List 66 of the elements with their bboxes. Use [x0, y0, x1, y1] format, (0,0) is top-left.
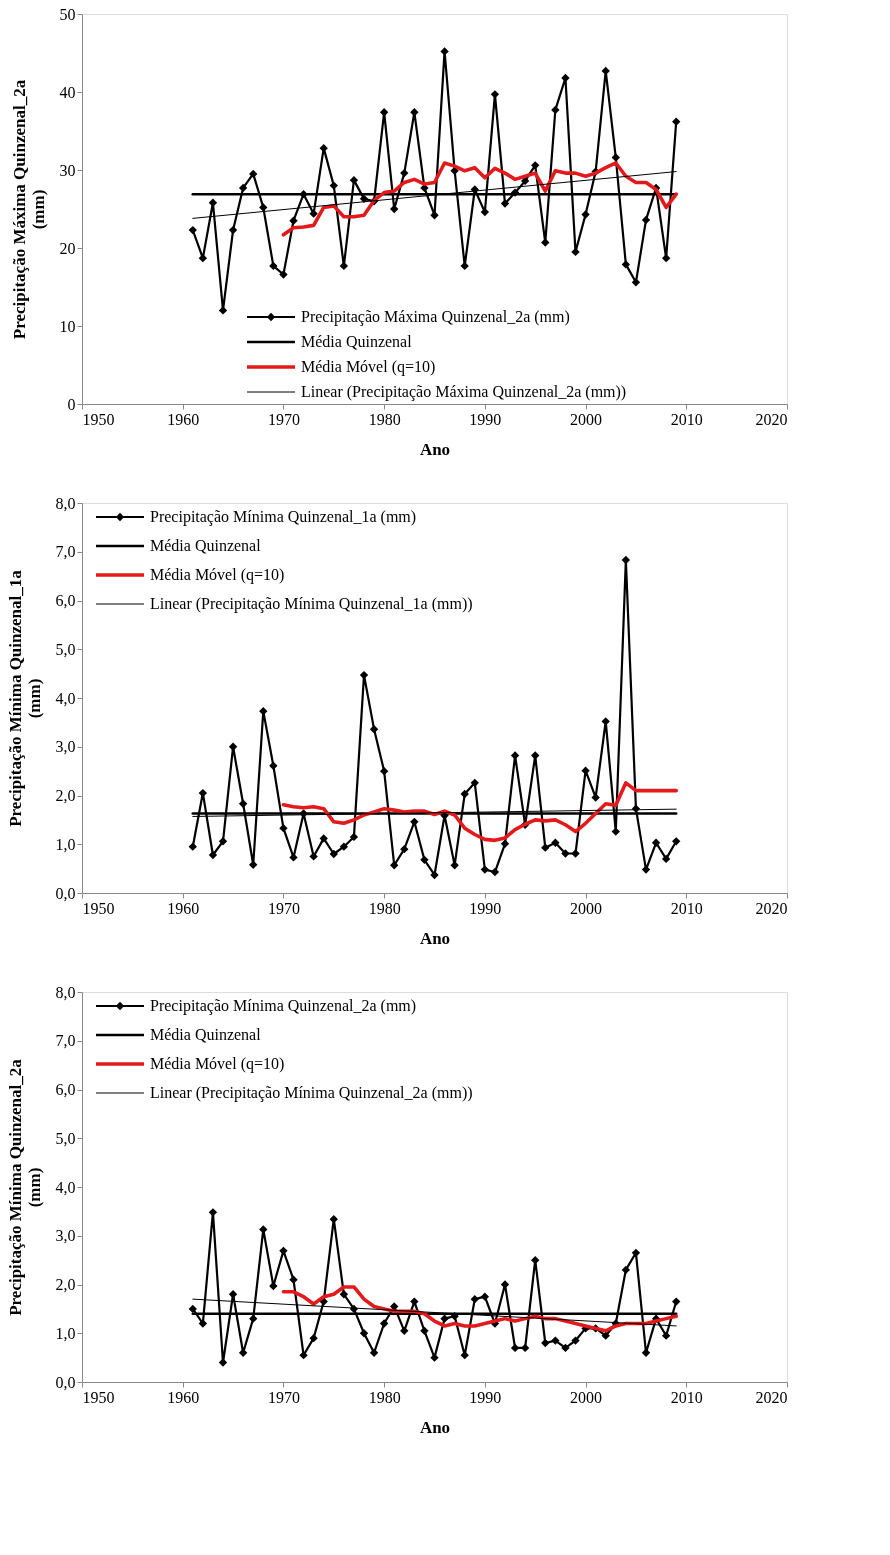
legend-label: Média Quinzenal	[301, 333, 413, 350]
y-tick-label: 3,0	[55, 738, 76, 756]
x-tick-label: 2000	[570, 899, 603, 917]
y-tick-label: 7,0	[55, 543, 76, 561]
x-tick-label: 1950	[82, 899, 115, 917]
y-tick-label: 5,0	[55, 640, 76, 658]
x-tick-label: 1970	[267, 1388, 300, 1406]
legend-label: Média Móvel (q=10)	[301, 358, 436, 376]
legend-label: Média Quinzenal	[150, 537, 262, 554]
legend-label: Média Móvel (q=10)	[150, 1055, 285, 1073]
y-tick-label: 1,0	[55, 1324, 76, 1342]
y-tick-label: 6,0	[55, 592, 76, 609]
x-tick-label: 1980	[368, 899, 401, 917]
y-tick-label: 6,0	[55, 1081, 76, 1098]
x-tick-label: 1990	[469, 1388, 502, 1406]
x-axis-title: Ano	[419, 928, 451, 948]
legend-label: Precipitação Máxima Quinzenal_2a (mm)	[301, 308, 570, 326]
x-tick-label: 2020	[755, 899, 788, 917]
x-tick-label: 1970	[267, 899, 300, 917]
legend-label: Linear (Precipitação Mínima Quinzenal_2a (mm))	[150, 1084, 473, 1102]
y-axis-title: Precipitação Mínima Quinzenal_1a (mm)	[5, 569, 44, 827]
legend-label: Média Móvel (q=10)	[150, 566, 285, 584]
legend-label: Média Quinzenal	[150, 1026, 262, 1043]
x-tick-label: 1990	[469, 410, 502, 428]
y-tick-label: 0,0	[55, 1373, 76, 1391]
x-tick-label: 2000	[570, 1388, 603, 1406]
y-tick-label: 50	[59, 5, 76, 23]
x-tick-label: 1970	[267, 410, 300, 428]
y-tick-label: 4,0	[55, 689, 76, 707]
x-tick-label: 2020	[755, 410, 788, 428]
x-axis-title: Ano	[419, 439, 451, 459]
y-tick-label: 30	[59, 161, 76, 179]
y-tick-label: 7,0	[55, 1032, 76, 1050]
y-tick-label: 1,0	[55, 835, 76, 853]
x-tick-label: 1960	[167, 1388, 200, 1406]
y-tick-label: 0	[67, 395, 76, 413]
x-tick-label: 2010	[670, 899, 703, 917]
y-tick-label: 5,0	[55, 1129, 76, 1147]
legend-label: Linear (Precipitação Mínima Quinzenal_1a (mm))	[150, 595, 473, 613]
legend-label: Precipitação Mínima Quinzenal_2a (mm)	[150, 997, 417, 1015]
y-tick-label: 3,0	[55, 1227, 76, 1245]
y-tick-label: 10	[59, 317, 76, 335]
x-tick-label: 1980	[368, 1388, 401, 1406]
legend-label: Precipitação Mínima Quinzenal_1a (mm)	[150, 508, 417, 526]
x-tick-label: 2010	[670, 410, 703, 428]
y-tick-label: 40	[59, 83, 76, 101]
x-tick-label: 2020	[755, 1388, 788, 1406]
x-tick-label: 1980	[368, 410, 401, 428]
y-axis-title: Precipitação Mínima Quinzenal_2a (mm)	[5, 1058, 44, 1316]
y-tick-label: 8,0	[55, 494, 76, 512]
y-tick-label: 20	[59, 239, 76, 257]
y-tick-label: 2,0	[55, 1276, 76, 1293]
x-tick-label: 2000	[570, 410, 603, 428]
x-tick-label: 1950	[82, 1388, 115, 1406]
x-tick-label: 1960	[167, 410, 200, 428]
x-tick-label: 1960	[167, 899, 200, 917]
y-axis-title: Precipitação Máxima Quinzenal_2a (mm)	[9, 79, 48, 340]
x-tick-label: 1990	[469, 899, 502, 917]
y-tick-label: 2,0	[55, 787, 76, 804]
x-tick-label: 2010	[670, 1388, 703, 1406]
x-tick-label: 1950	[82, 410, 115, 428]
y-tick-label: 4,0	[55, 1178, 76, 1196]
x-axis-title: Ano	[419, 1417, 451, 1437]
y-tick-label: 8,0	[55, 983, 76, 1001]
legend-label: Linear (Precipitação Máxima Quinzenal_2a (mm))	[301, 383, 627, 401]
y-tick-label: 0,0	[55, 884, 76, 902]
